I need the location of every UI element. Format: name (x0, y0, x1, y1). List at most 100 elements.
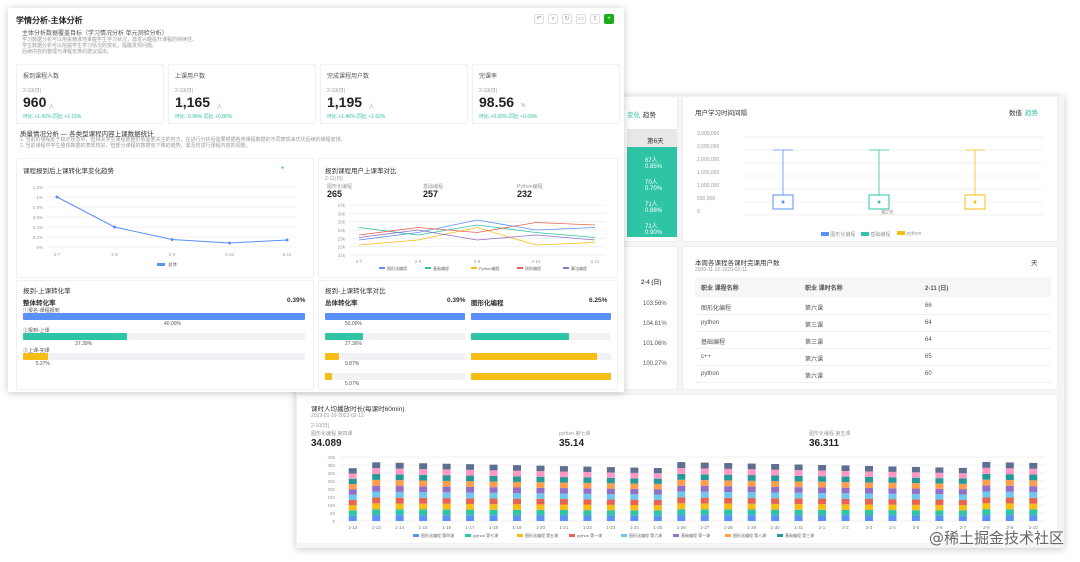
section-desc: 2. 当前课程中学生整体数据的表现较好，但部分课程的数据有下降的趋势，需及时进行… (20, 143, 251, 149)
add-icon[interactable]: + (604, 14, 614, 24)
stat-value: 34.089 (311, 438, 342, 449)
table-cell: 64 (925, 337, 932, 343)
y-tick-label: 0.2% (33, 235, 43, 240)
bar-segment (395, 486, 404, 492)
edit-icon[interactable]: ✎ (72, 15, 77, 21)
bar-segment (395, 491, 404, 498)
stat-value: 232 (517, 189, 533, 199)
y-tick-label: 500,000 (697, 196, 716, 202)
chart-toggle[interactable]: ● (281, 165, 285, 171)
bar-segment (771, 486, 780, 493)
kpi-title: 报到课程人数 (23, 74, 60, 80)
kpi-card: 上课用户数 2-10(日) 1,165 人环比 -0.94% 同比 +0.86% (168, 64, 316, 124)
value-toggle[interactable]: 数值 (1009, 110, 1022, 117)
legend-swatch (471, 267, 477, 269)
median-point (973, 200, 977, 204)
share-icon[interactable]: ⇪ (590, 14, 600, 24)
bar-segment (771, 469, 780, 476)
bar-segment (583, 477, 592, 483)
bar-segment (724, 468, 733, 475)
bar-segment (348, 505, 357, 511)
x-tick-label: 2-1 (819, 525, 826, 530)
bar-segment (583, 488, 592, 494)
bar-segment (935, 499, 944, 505)
day6-header: 第6天 (647, 138, 664, 145)
y-tick-label: 0.4% (33, 225, 43, 230)
bar-segment (818, 487, 827, 493)
bar-segment (442, 486, 451, 493)
bar-segment (466, 486, 475, 493)
x-tick-label: 2-8 (111, 252, 118, 257)
kpi-value: 1,195 (327, 94, 363, 110)
bar-segment (865, 504, 873, 510)
bar-segment (818, 465, 827, 471)
undo-icon[interactable]: ↶ (534, 14, 544, 24)
bar-segment (372, 474, 381, 480)
bar-segment (958, 489, 967, 495)
stat-date: 2-10(日) (311, 423, 330, 429)
data-point (55, 195, 59, 199)
funnel-bar (325, 373, 332, 380)
bar-segment (935, 515, 944, 521)
legend-label: 图形化编程 第五课 (525, 532, 558, 538)
bar-segment (606, 494, 615, 500)
bar-segment (372, 485, 381, 492)
bar-segment (911, 504, 920, 511)
filter-icon[interactable]: ▿ (548, 14, 558, 24)
bar-segment (841, 493, 850, 499)
funnel-bar (23, 333, 128, 340)
bar-segment (1029, 468, 1038, 475)
table-cell: python (701, 371, 720, 377)
kpi-delta: 环比 -0.94% 同比 +0.86% (175, 114, 233, 120)
bar-segment (513, 498, 521, 505)
bar-segment (888, 510, 897, 516)
conversion-trend-card: 课程报到后上课转化率变化趋势 ● 1.2% 1% 0.8% 0.6% 0.4% 0.2% 0… (16, 158, 314, 278)
bar-segment (982, 497, 991, 504)
bar-segment (442, 463, 451, 470)
bar-segment (747, 503, 756, 510)
x-tick-label: 1-18 (489, 525, 499, 530)
x-tick-label: 1-25 (653, 525, 663, 530)
bar-segment (841, 487, 850, 494)
unit-select[interactable]: 天 (1031, 260, 1038, 267)
bar-segment (888, 504, 897, 511)
bar-segment (677, 479, 686, 486)
kpi-delta: 环比 +1.43% 同比 +1.15% (23, 114, 82, 120)
bar-segment (771, 475, 780, 482)
y-tick-label: 22k (338, 245, 346, 250)
trend-toggle[interactable]: 趋势 (1025, 110, 1038, 117)
funnel-bar (471, 373, 611, 380)
bar-segment (1005, 503, 1014, 510)
bar-segment (372, 503, 381, 510)
bar-segment (841, 498, 850, 505)
bar-segment (513, 509, 521, 516)
bar-segment (1005, 480, 1014, 486)
legend-label: 基础编程 第三课 (785, 532, 814, 538)
y-tick-label: 150 (327, 495, 335, 500)
fullscreen-icon[interactable]: ▭ (576, 14, 586, 24)
bar-segment (724, 503, 733, 510)
legend-swatch (777, 534, 783, 537)
legend-label: 进阶编程 (525, 265, 541, 271)
legend-swatch (563, 267, 569, 269)
stacked-bar-chart: 400 350 300 250 200 150 100 50 0 1-12 1-13 1-14 1-15… (327, 455, 1045, 538)
bar-segment (348, 473, 357, 479)
bar-segment (865, 471, 873, 477)
x-tick-label: 1-28 (724, 525, 734, 530)
compare-label: 图形化编程 (471, 300, 504, 307)
bar-segment (395, 462, 404, 469)
x-tick-label: 1-20 (536, 525, 546, 530)
funnel-bar-value: 40.00% (164, 321, 181, 327)
x-tick-label: 2-7 (54, 252, 61, 257)
kpi-date: 2-10(日) (479, 88, 498, 94)
table-cell: 60 (925, 371, 932, 377)
bar-segment (489, 498, 498, 505)
bar-segment (982, 503, 991, 510)
row-divider (695, 382, 1051, 383)
pct-cell: 104.81% (643, 321, 667, 327)
refresh-icon[interactable]: ↻ (562, 14, 572, 24)
bar-segment (466, 464, 475, 470)
bar-segment (372, 479, 381, 486)
y-tick-label: 100 (327, 503, 335, 508)
bar-segment (653, 499, 662, 506)
